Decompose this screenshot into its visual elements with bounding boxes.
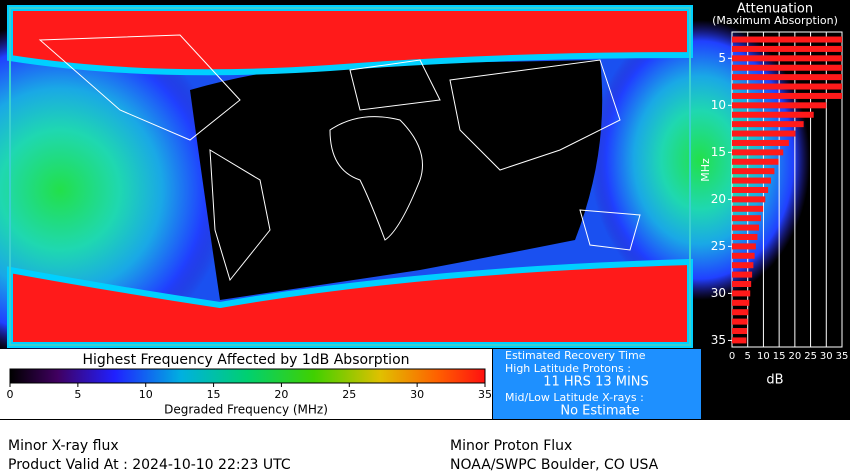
colorbar-tick-label: 15 — [207, 388, 221, 401]
attenuation-bar — [732, 318, 748, 325]
recovery-panel — [493, 349, 701, 419]
x-tick-label: 25 — [804, 351, 817, 362]
colorbar-tick-label: 20 — [274, 388, 288, 401]
colorbar-tick-label: 30 — [410, 388, 424, 401]
colorbar-ticks: 0 5 10 15 20 25 30 35 — [7, 383, 492, 401]
colorbar-tick-label: 25 — [342, 388, 356, 401]
footer-proton: Minor Proton Flux — [450, 438, 572, 454]
attenuation-bar — [732, 243, 756, 250]
absorption-map — [0, 5, 810, 360]
attenuation-bar — [732, 290, 751, 297]
attenuation-bar — [732, 196, 766, 203]
attenuation-bar — [732, 309, 749, 316]
colorbar-panel — [0, 349, 492, 419]
attenuation-bar — [732, 74, 842, 81]
attenuation-bar — [732, 92, 842, 99]
attenuation-bar — [732, 149, 784, 156]
x-tick-label: 35 — [836, 351, 849, 362]
attenuation-bar — [732, 299, 750, 306]
map-border — [9, 7, 691, 346]
colorbar-label: Degraded Frequency (MHz) — [164, 403, 328, 417]
x-tick-label: 5 — [745, 351, 751, 362]
y-tick-label: 5 — [718, 51, 726, 65]
attenuation-bar — [732, 45, 842, 52]
colorbar-tick-label: 5 — [74, 388, 81, 401]
attenuation-bar — [732, 233, 758, 240]
recovery-title: Estimated Recovery Time — [505, 349, 646, 362]
protons-value: 11 HRS 13 MINS — [543, 375, 649, 390]
attenuation-bar — [732, 337, 747, 344]
y-tick-label: 30 — [711, 286, 726, 300]
map-coastlines — [38, 34, 641, 282]
attenuation-subtitle: (Maximum Absorption) — [712, 14, 838, 27]
attenuation-bar — [732, 328, 748, 335]
attenuation-bar — [732, 130, 796, 137]
footer-source: NOAA/SWPC Boulder, CO USA — [450, 457, 659, 473]
attenuation-xlabel: dB — [766, 373, 783, 388]
attenuation-ylabel: MHz — [699, 158, 712, 182]
y-tick-label: 10 — [711, 98, 726, 112]
y-tick-label: 20 — [711, 192, 726, 206]
x-tick-label: 15 — [773, 351, 786, 362]
attenuation-bar — [732, 271, 753, 278]
attenuation-bar — [732, 186, 769, 193]
attenuation-bar — [732, 55, 842, 62]
attenuation-bar — [732, 262, 754, 269]
map-patch — [0, 20, 230, 360]
footer-xray: Minor X-ray flux — [8, 438, 119, 454]
footer-panel — [0, 420, 850, 475]
colorbar-tick-label: 10 — [139, 388, 153, 401]
attenuation-bar — [732, 83, 842, 90]
x-tick-label: 10 — [757, 351, 770, 362]
attenuation-bar — [732, 281, 752, 287]
xray-label: Mid/Low Latitude X-rays : — [505, 391, 644, 404]
attenuation-bar — [732, 139, 789, 146]
xray-value: No Estimate — [560, 404, 639, 419]
attenuation-bar — [732, 121, 804, 128]
attenuation-bar — [732, 224, 760, 231]
attenuation-title: Attenuation — [737, 2, 813, 17]
x-tick-label: 0 — [729, 351, 735, 362]
attenuation-bar — [732, 64, 842, 71]
colorbar-tick-label: 0 — [7, 388, 14, 401]
map-polar-north — [7, 5, 693, 76]
colorbar-title: Highest Frequency Affected by 1dB Absorp… — [82, 352, 409, 368]
attenuation-bar — [732, 36, 842, 43]
attenuation-bar — [732, 111, 814, 118]
x-tick-label: 20 — [788, 351, 801, 362]
attenuation-bar — [732, 177, 771, 184]
x-tick-label: 30 — [820, 351, 833, 362]
colorbar-tick-label: 35 — [478, 388, 492, 401]
attenuation-bar — [732, 168, 775, 175]
attenuation-bar — [732, 252, 755, 259]
protons-label: High Latitude Protons : — [505, 362, 631, 375]
attenuation-bar — [732, 158, 779, 165]
map-polar-south — [7, 258, 693, 348]
y-tick-label: 35 — [711, 333, 726, 347]
y-tick-label: 25 — [711, 239, 726, 253]
footer-valid: Product Valid At : 2024-10-10 22:23 UTC — [8, 457, 291, 473]
attenuation-bar — [732, 215, 761, 222]
attenuation-bar — [732, 102, 827, 109]
y-tick-label: 15 — [711, 145, 726, 159]
attenuation-bar — [732, 205, 764, 212]
map-night — [190, 60, 603, 300]
colorbar — [9, 368, 486, 384]
